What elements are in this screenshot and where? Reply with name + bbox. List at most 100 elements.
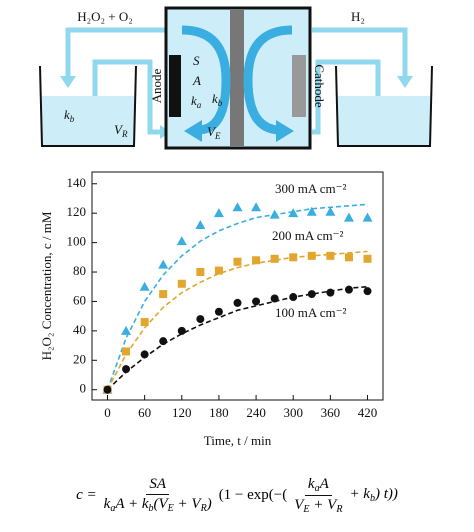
legend-label: 200 mA cm⁻² [272,228,344,243]
y-tick-label: 0 [80,381,87,396]
arrowhead [276,120,294,142]
point [269,209,280,219]
point [214,266,223,275]
point [233,298,242,307]
pipes [65,27,408,135]
y-tick-label: 140 [67,175,87,190]
legend-label: 300 mA cm⁻² [275,181,347,196]
pipe [92,59,163,135]
diagram-label: S [193,53,200,68]
flow-arrow [181,25,231,135]
point [159,337,168,346]
tank [335,65,433,147]
point [288,208,299,218]
eq-text: (1 − exp(−( [218,486,288,503]
point [177,279,186,288]
point [140,318,149,327]
fraction: SA kaA + kb(VE + VR) [101,476,215,514]
anode-plate [169,55,181,117]
point [252,256,261,265]
diagram-label: Cathode [312,64,327,108]
point [344,253,353,262]
point [289,253,298,262]
point [343,212,354,222]
point [326,288,335,297]
point [159,290,168,299]
fit-line [106,250,368,391]
point [158,259,169,269]
eq-text: VE + VR [294,496,343,515]
diagram-label: Anode [149,68,164,103]
x-tick-label: 300 [283,405,303,420]
x-tick-label: 240 [246,405,266,420]
legend-label: 100 mA cm⁻² [275,305,347,320]
y-tick-label: 40 [73,322,86,337]
point [344,285,353,294]
pipe [312,27,408,78]
point [307,290,316,299]
y-tick-label: 100 [67,234,87,249]
y-tick-label: 120 [67,204,87,219]
point [307,251,316,260]
point [270,294,279,303]
point [177,326,186,335]
point [103,385,112,394]
x-tick-label: 60 [138,405,151,420]
pipe [312,59,381,135]
point [232,202,243,212]
point [362,212,373,222]
diagram-label: ka [191,93,202,110]
point [289,293,298,302]
point [325,206,336,216]
plot-frame [91,171,384,401]
x-tick-label: 120 [172,405,192,420]
diagram-label: H₂ [351,9,365,24]
x-tick-label: 420 [358,405,378,420]
pipe [65,27,180,78]
x-tick-label: 0 [104,405,111,420]
eq-text: c = [76,486,97,503]
diagram-label: VR [114,122,128,139]
y-tick-label: 60 [73,292,86,307]
y-tick-label: 20 [73,351,86,366]
point [214,307,223,316]
chart: 0 60 120 180 240 300 360 420 0 20 40 60 80 100 120 140 T… [39,171,384,448]
tank [39,65,137,147]
point [140,350,149,359]
point [233,257,242,266]
equation: c = SA kaA + kb(VE + VR) (1 − exp(−( kaA… [0,462,474,528]
point [122,347,131,356]
tank-liquid [338,96,430,146]
point [121,325,132,335]
point [122,365,131,374]
arrowhead [397,76,413,88]
cathode-plate [292,55,306,117]
point [196,315,205,324]
diagram-label: kb [64,107,75,124]
point [363,287,372,296]
figure: H₂O₂ + O₂ H₂ Anode Cathode S A ka kb VE … [39,6,433,448]
point [139,281,150,291]
eq-text: kaA + kb(VE + VR) [103,496,212,514]
eq-text: kaA [304,476,332,496]
point [363,254,372,263]
diagram-label: VE [207,124,221,141]
y-axis-title: H₂O₂ Concentration, c / mM [39,211,54,360]
eq-text: + kb) t)) [349,486,398,504]
fraction: kaA VE + VR [291,476,345,515]
diagram-label: kb [212,91,223,108]
point [306,206,317,216]
point [326,251,335,260]
eq-text: SA [146,476,169,495]
arrowhead [184,120,202,142]
point [251,202,262,212]
arrowhead [60,76,76,88]
y-tick-label: 80 [73,263,86,278]
fit-line [106,203,368,390]
diagram: H₂O₂ + O₂ H₂ Anode Cathode S A ka kb VE … [39,6,433,150]
point [176,236,187,246]
point [196,268,205,277]
point [252,297,261,306]
x-axis-title: Time, t / min [204,433,272,448]
